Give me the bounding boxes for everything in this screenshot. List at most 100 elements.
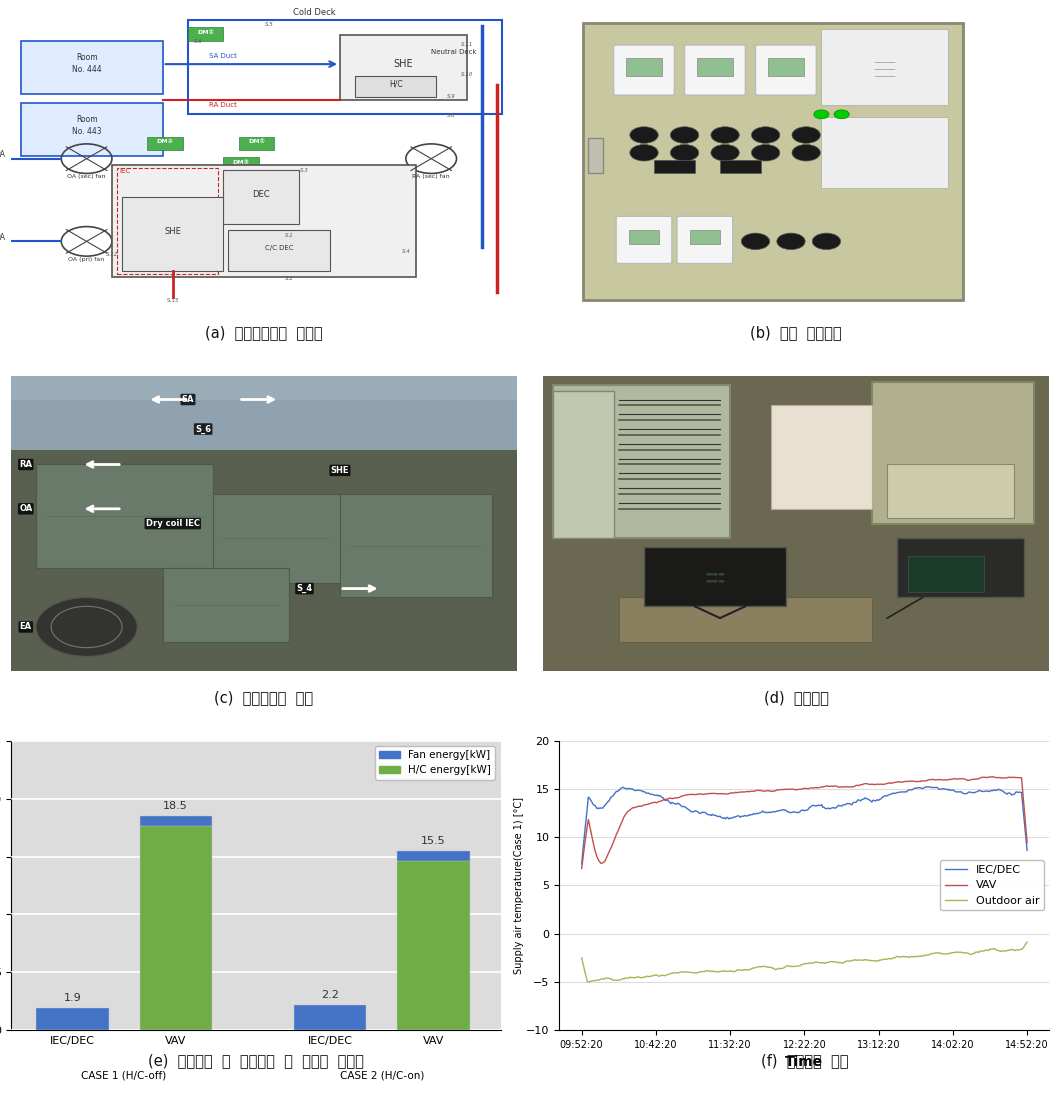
Circle shape — [792, 145, 820, 161]
Bar — [887, 465, 1014, 517]
Text: OA: OA — [19, 504, 33, 513]
Text: (d)  모니터링: (d) 모니터링 — [763, 689, 829, 705]
Outdoor air — [900, 950, 913, 963]
VAV — [576, 861, 588, 875]
Bar — [140, 817, 212, 826]
FancyBboxPatch shape — [685, 45, 745, 95]
Text: No. 444: No. 444 — [72, 65, 102, 73]
IEC/DEC — [752, 807, 764, 820]
Line: VAV: VAV — [582, 777, 1027, 868]
Text: No. 443: No. 443 — [72, 126, 102, 136]
Bar — [619, 597, 872, 642]
Text: SA Duct: SA Duct — [210, 54, 237, 59]
Bar — [644, 547, 785, 606]
IEC/DEC — [920, 780, 933, 794]
VAV — [897, 775, 909, 788]
Circle shape — [711, 145, 739, 161]
Circle shape — [814, 110, 829, 118]
Text: DM①: DM① — [197, 30, 214, 35]
Text: DM①: DM① — [248, 139, 265, 145]
VAV — [986, 770, 999, 784]
Circle shape — [812, 233, 841, 250]
Text: S.8: S.8 — [447, 113, 456, 118]
Outdoor air — [753, 960, 765, 973]
Bar — [188, 27, 224, 41]
VAV — [721, 787, 734, 800]
Bar — [872, 381, 1035, 524]
Text: S.13: S.13 — [166, 298, 179, 302]
Legend: IEC/DEC, VAV, Outdoor air: IEC/DEC, VAV, Outdoor air — [940, 860, 1044, 911]
Bar — [122, 197, 224, 271]
Bar — [398, 850, 470, 1030]
Bar — [654, 160, 694, 173]
Outdoor air — [582, 975, 595, 989]
Bar — [629, 229, 659, 244]
Bar — [238, 137, 275, 150]
VAV — [855, 778, 868, 791]
Text: 2.2: 2.2 — [321, 990, 339, 1000]
Bar — [340, 35, 466, 100]
Circle shape — [630, 145, 658, 161]
Circle shape — [630, 127, 658, 144]
Text: Cold Deck: Cold Deck — [294, 9, 336, 18]
Bar — [224, 171, 299, 224]
Text: RA Duct: RA Duct — [210, 102, 237, 109]
Bar — [188, 20, 502, 114]
Bar — [295, 1005, 367, 1030]
Bar — [140, 817, 212, 1030]
Circle shape — [777, 233, 806, 250]
Y-axis label: Supply air temperature(Case 1) [°C]: Supply air temperature(Case 1) [°C] — [513, 797, 524, 974]
Text: IEC: IEC — [120, 169, 130, 174]
IEC/DEC — [855, 792, 868, 806]
Bar — [21, 41, 162, 93]
Text: DM③: DM③ — [233, 160, 249, 164]
Bar — [768, 58, 803, 76]
X-axis label: Time: Time — [785, 1055, 824, 1070]
Circle shape — [36, 597, 138, 657]
IEC/DEC — [1021, 844, 1034, 857]
Text: 15.5: 15.5 — [421, 836, 446, 846]
Line: Outdoor air: Outdoor air — [582, 943, 1027, 982]
Circle shape — [834, 110, 849, 118]
Bar — [11, 400, 517, 458]
Bar — [822, 117, 948, 189]
Bar — [697, 58, 732, 76]
Outdoor air — [856, 954, 869, 967]
Text: S.3: S.3 — [300, 168, 308, 173]
Text: S.10: S.10 — [460, 72, 473, 77]
Text: S.9: S.9 — [447, 94, 456, 99]
Bar — [36, 465, 213, 568]
Text: S_6: S_6 — [195, 424, 211, 434]
Circle shape — [792, 127, 820, 144]
Text: (e)  난방기간  각  시스템별  총  에너지  소비량: (e) 난방기간 각 시스템별 총 에너지 소비량 — [147, 1053, 364, 1069]
Outdoor air — [576, 951, 588, 964]
Text: S.2: S.2 — [285, 276, 294, 281]
Text: OA (sec) fan: OA (sec) fan — [68, 174, 106, 179]
Bar — [340, 494, 492, 597]
VAV — [899, 775, 912, 788]
Bar — [898, 538, 1024, 597]
Text: SHE: SHE — [331, 466, 349, 475]
Text: SA: SA — [181, 395, 194, 404]
Circle shape — [670, 145, 699, 161]
Text: (b)  제어  컨트롤러: (b) 제어 컨트롤러 — [750, 326, 842, 340]
Text: 18.5: 18.5 — [163, 801, 188, 811]
Outdoor air — [898, 950, 911, 963]
Bar — [112, 164, 416, 277]
Bar — [588, 138, 603, 173]
Bar — [398, 850, 470, 861]
Bar — [213, 494, 340, 583]
Bar — [224, 157, 259, 171]
Text: Room: Room — [76, 53, 98, 61]
Circle shape — [752, 145, 780, 161]
Text: DM②: DM② — [157, 139, 174, 145]
Text: ▬▬▬
▬▬▬: ▬▬▬ ▬▬▬ — [705, 570, 725, 583]
IEC/DEC — [721, 811, 734, 824]
Text: RA (sec) fan: RA (sec) fan — [412, 174, 450, 179]
Circle shape — [711, 127, 739, 144]
IEC/DEC — [576, 857, 588, 870]
Text: EA: EA — [20, 623, 32, 631]
Text: S_4: S_4 — [297, 584, 313, 593]
Outdoor air — [722, 964, 735, 978]
Outdoor air — [1021, 936, 1034, 949]
